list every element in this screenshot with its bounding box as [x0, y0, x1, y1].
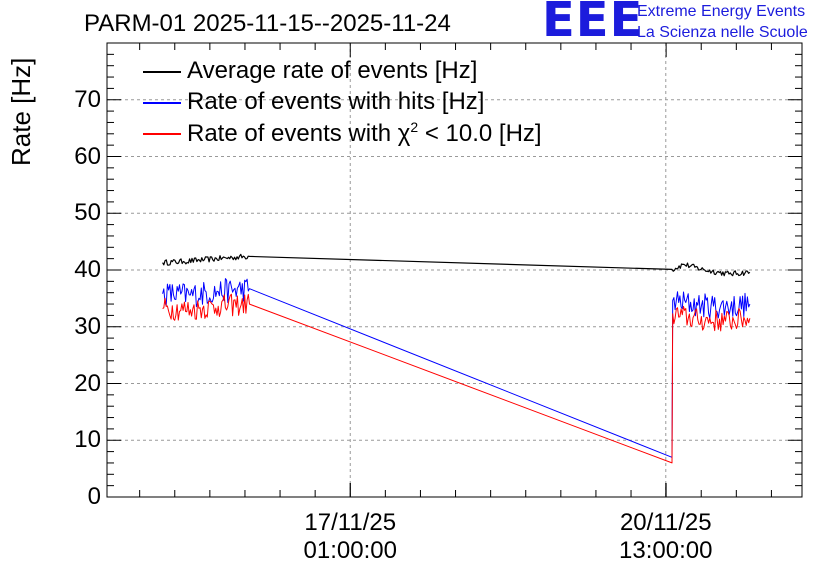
plot-frame [106, 42, 803, 498]
x-tick-label-0: 17/11/25 01:00:00 [270, 509, 430, 565]
eee-logo: EEE [542, 0, 644, 48]
y-axis-label: Rate [Hz] [6, 57, 36, 166]
y-tick-label-1: 10 [74, 426, 101, 454]
legend-label-suffix-2: < 10.0 [Hz] [418, 120, 542, 147]
series-line-0 [162, 253, 751, 277]
y-tick-label-5: 50 [74, 199, 101, 227]
legend-label-text-0: Average rate of events [Hz] [187, 57, 478, 84]
y-tick-label-2: 20 [74, 369, 101, 397]
series-line-2 [162, 293, 751, 464]
x-tick-date-1: 20/11/25 [619, 509, 712, 536]
series-line-1 [162, 278, 751, 458]
y-tick-label-4: 40 [74, 256, 101, 283]
y-tick-label-6: 60 [74, 142, 101, 170]
y-tick-label-3: 30 [74, 312, 101, 340]
x-tick-date-0: 17/11/25 [304, 509, 397, 536]
y-axis-label-container: Rate [Hz] [4, 58, 44, 204]
legend-swatch-0 [143, 71, 181, 73]
y-tick-label-0: 0 [87, 483, 101, 510]
logo-subtitle-line2: La Scienza nelle Scuole [637, 24, 808, 41]
x-tick-time-1: 13:00:00 [619, 537, 713, 564]
legend-label-text-1: Rate of events with hits [Hz] [187, 88, 485, 115]
legend-swatch-2 [143, 133, 181, 135]
logo-subtitle-line1: Extreme Energy Events [637, 3, 806, 20]
legend-label-text-2: Rate of events with χ [187, 120, 411, 147]
chart-title: PARM-01 2025-11-15--2025-11-24 [84, 10, 451, 37]
x-tick-time-0: 01:00:00 [303, 537, 397, 564]
legend-swatch-1 [143, 102, 181, 104]
legend-label-superscript-2: 2 [410, 119, 419, 135]
x-tick-label-1: 20/11/25 13:00:00 [586, 509, 746, 565]
legend-label-2: Rate of events with χ2 < 10.0 [Hz] [187, 119, 542, 148]
legend-label-0: Average rate of events [Hz] [187, 57, 477, 85]
y-tick-label-7: 70 [74, 85, 101, 113]
legend-label-1: Rate of events with hits [Hz] [187, 88, 484, 116]
